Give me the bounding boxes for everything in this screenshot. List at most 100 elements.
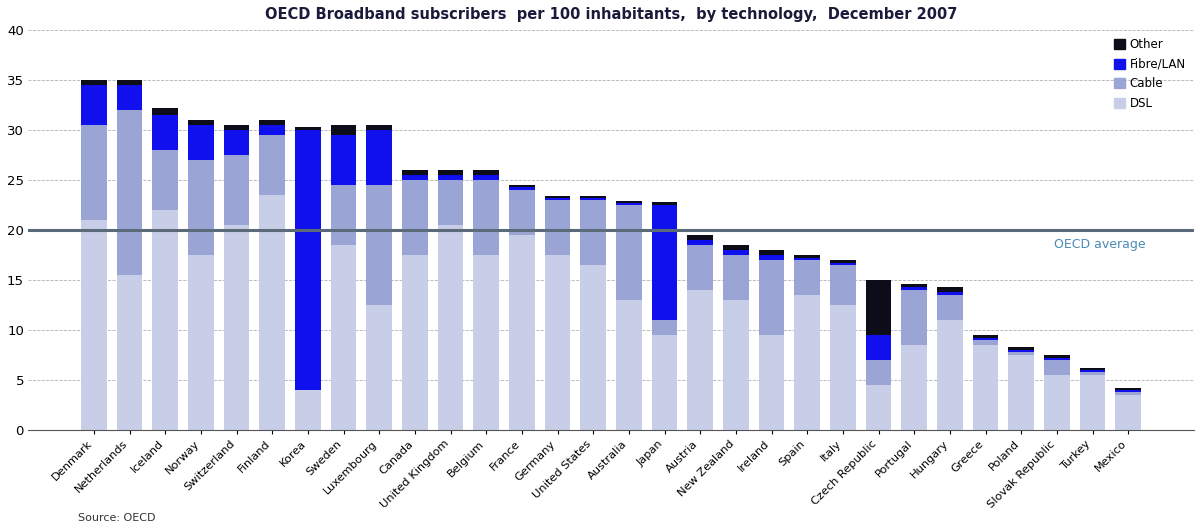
Bar [402,170,428,175]
Bar [794,255,820,258]
Bar [759,260,784,335]
Bar [259,120,285,125]
Bar [153,108,178,115]
Bar [866,360,891,385]
Bar [366,305,392,430]
Bar [1080,375,1105,430]
Text: Source: OECD: Source: OECD [78,513,156,523]
Bar [973,345,998,430]
Bar [330,125,357,135]
Bar [189,160,214,255]
Bar [973,338,998,340]
Bar [223,125,250,130]
Bar [82,220,107,430]
Bar [759,250,784,255]
Bar [937,287,963,292]
Bar [830,263,856,265]
Bar [1044,355,1070,357]
Bar [437,180,464,225]
Bar [366,125,392,130]
Bar [153,210,178,430]
Bar [902,290,927,345]
Bar [330,185,357,245]
Bar [1009,352,1034,355]
Bar [189,255,214,430]
Bar [1044,375,1070,430]
Bar [866,335,891,360]
Bar [116,110,143,275]
Bar [473,175,500,180]
Bar [366,185,392,305]
Text: OECD average: OECD average [1054,238,1146,251]
Bar [687,290,713,430]
Bar [295,130,321,390]
Bar [116,85,143,110]
Bar [259,135,285,195]
Bar [616,203,641,205]
Bar [402,255,428,430]
Bar [937,292,963,295]
Bar [330,135,357,185]
Bar [759,255,784,260]
Bar [189,120,214,125]
Bar [473,170,500,175]
Bar [116,80,143,85]
Bar [473,180,500,255]
Bar [295,390,321,430]
Bar [830,260,856,263]
Bar [616,205,641,300]
Bar [189,125,214,160]
Bar [509,185,534,187]
Bar [82,125,107,220]
Bar [509,190,534,235]
Bar [902,284,927,287]
Bar [259,125,285,135]
Bar [82,80,107,85]
Bar [687,240,713,245]
Bar [223,155,250,225]
Bar [973,335,998,338]
Bar [82,85,107,125]
Bar [116,275,143,430]
Bar [1044,357,1070,360]
Bar [259,195,285,430]
Bar [223,225,250,430]
Bar [545,196,570,198]
Bar [902,345,927,430]
Bar [330,245,357,430]
Bar [973,340,998,345]
Bar [723,245,748,250]
Bar [759,335,784,430]
Bar [723,250,748,255]
Bar [687,245,713,290]
Bar [902,287,927,290]
Bar [509,187,534,190]
Bar [652,205,677,320]
Bar [652,202,677,205]
Bar [580,198,607,200]
Bar [652,320,677,335]
Bar [616,300,641,430]
Bar [580,196,607,198]
Bar [1080,372,1105,375]
Bar [402,175,428,180]
Bar [437,225,464,430]
Bar [437,175,464,180]
Bar [295,127,321,130]
Bar [794,258,820,260]
Bar [830,305,856,430]
Bar [545,255,570,430]
Bar [1116,394,1141,430]
Bar [1116,390,1141,392]
Bar [723,300,748,430]
Bar [1116,392,1141,394]
Bar [794,295,820,430]
Bar [545,200,570,255]
Bar [866,280,891,335]
Bar [794,260,820,295]
Bar [580,265,607,430]
Legend: Other, Fibre/LAN, Cable, DSL: Other, Fibre/LAN, Cable, DSL [1110,34,1190,115]
Bar [937,320,963,430]
Bar [723,255,748,300]
Bar [1044,360,1070,375]
